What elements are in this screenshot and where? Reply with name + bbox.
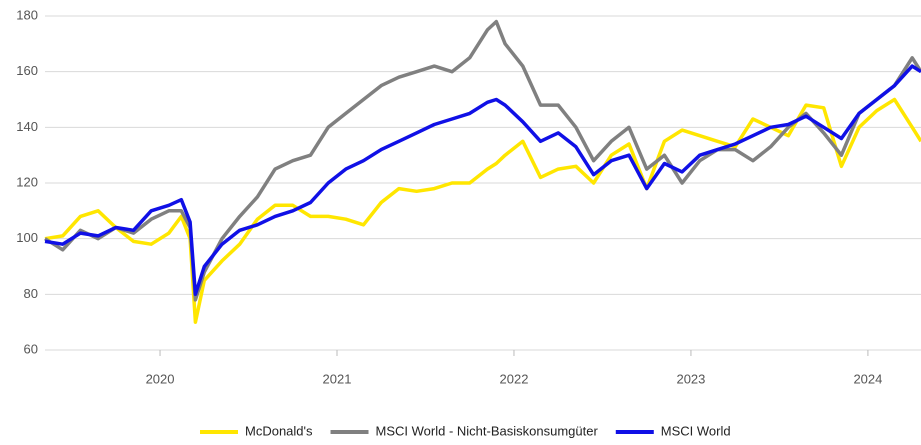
y-tick-label: 80 (24, 286, 38, 301)
x-tick-label: 2021 (323, 371, 352, 386)
x-tick-label: 2024 (853, 371, 882, 386)
legend-label: MSCI World - Nicht-Basiskonsumgüter (376, 423, 599, 438)
legend-label: McDonald's (245, 423, 313, 438)
y-tick-label: 120 (16, 174, 38, 189)
y-tick-label: 140 (16, 119, 38, 134)
x-tick-label: 2020 (146, 371, 175, 386)
series-line (44, 64, 921, 297)
x-tick-label: 2023 (676, 371, 705, 386)
series-line (44, 19, 921, 302)
legend-label: MSCI World (661, 423, 731, 438)
y-tick-label: 100 (16, 230, 38, 245)
x-tick-label: 2022 (500, 371, 529, 386)
y-tick-label: 60 (24, 341, 38, 356)
series-line (44, 97, 921, 324)
y-tick-label: 160 (16, 63, 38, 78)
y-tick-label: 180 (16, 7, 38, 22)
legend: McDonald's MSCI World - Nicht-Basiskonsum… (200, 423, 731, 438)
